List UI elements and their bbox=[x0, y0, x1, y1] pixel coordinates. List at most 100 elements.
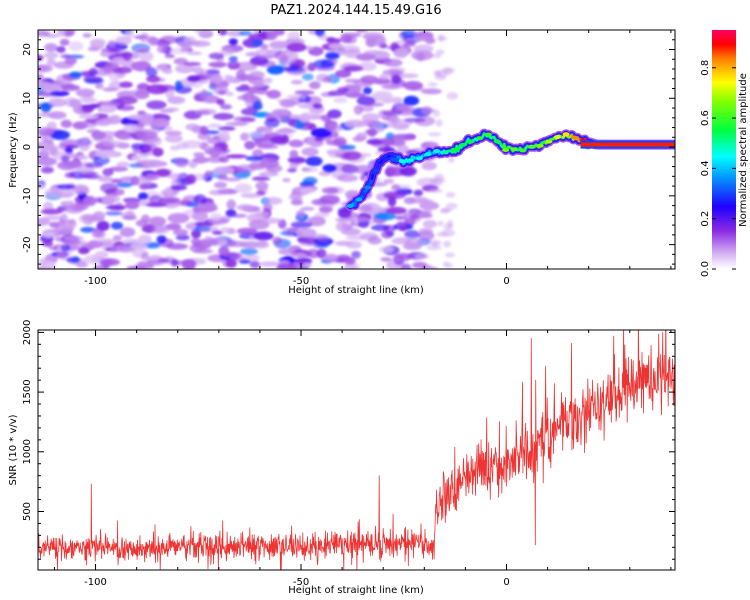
noise-blob bbox=[98, 258, 121, 266]
noise-blob bbox=[99, 50, 114, 58]
noise-blob bbox=[181, 140, 203, 149]
y-tick-label: -20 bbox=[22, 236, 33, 252]
noise-blob bbox=[245, 155, 264, 162]
noise-blob bbox=[314, 30, 325, 37]
noise-blob bbox=[43, 52, 59, 59]
noise-blob bbox=[295, 228, 317, 238]
noise-blob bbox=[62, 239, 81, 245]
noise-blob bbox=[86, 129, 100, 134]
noise-blob bbox=[344, 48, 361, 59]
noise-blob bbox=[288, 157, 306, 164]
noise-blob bbox=[68, 41, 84, 52]
noise-blob bbox=[403, 81, 424, 91]
spectrogram-y-label: Frequency (Hz) bbox=[8, 112, 19, 188]
noise-blob bbox=[167, 96, 186, 105]
noise-blob bbox=[197, 132, 211, 141]
noise-blob bbox=[66, 256, 81, 263]
noise-blob bbox=[186, 51, 202, 56]
noise-blob bbox=[300, 206, 315, 211]
noise-blob bbox=[291, 252, 307, 259]
noise-blob bbox=[148, 216, 167, 227]
noise-blob bbox=[210, 212, 222, 222]
noise-blob bbox=[174, 64, 195, 74]
noise-blob bbox=[95, 149, 116, 158]
signal-trace-peak bbox=[554, 135, 561, 139]
noise-blob bbox=[213, 112, 234, 121]
noise-blob bbox=[403, 42, 416, 47]
noise-blob bbox=[156, 44, 167, 54]
noise-blob bbox=[96, 220, 110, 232]
noise-blob bbox=[279, 99, 296, 108]
noise-blob bbox=[435, 119, 443, 127]
signal-trace-peak bbox=[381, 156, 389, 161]
noise-blob bbox=[198, 78, 209, 84]
noise-blob bbox=[69, 98, 82, 108]
noise-blob bbox=[305, 156, 323, 167]
x-tick-label: -50 bbox=[293, 577, 309, 588]
noise-blob bbox=[76, 261, 88, 268]
noise-blob bbox=[413, 198, 434, 203]
noise-blob bbox=[123, 123, 139, 133]
noise-blob bbox=[189, 40, 211, 47]
noise-blob bbox=[316, 248, 327, 259]
noise-blob bbox=[50, 130, 70, 140]
noise-blob bbox=[378, 74, 390, 81]
noise-blob bbox=[64, 204, 84, 214]
noise-blob bbox=[56, 252, 68, 259]
noise-blob bbox=[139, 51, 154, 62]
noise-blob bbox=[88, 67, 98, 76]
noise-blob bbox=[146, 84, 169, 95]
noise-blob bbox=[186, 75, 201, 83]
noise-blob bbox=[399, 73, 419, 79]
noise-blob bbox=[192, 211, 209, 222]
signal-trace-peak bbox=[536, 143, 544, 148]
noise-blob bbox=[418, 227, 433, 235]
noise-blob bbox=[410, 214, 420, 220]
noise-blob bbox=[307, 123, 317, 131]
noise-blob bbox=[431, 53, 442, 59]
noise-blob bbox=[445, 192, 456, 198]
noise-blob bbox=[425, 37, 436, 45]
noise-blob bbox=[312, 47, 321, 57]
y-tick-label: -10 bbox=[22, 188, 33, 204]
noise-blob bbox=[49, 90, 70, 97]
noise-blob bbox=[249, 260, 261, 269]
noise-blob bbox=[344, 119, 366, 128]
noise-blob bbox=[108, 204, 127, 211]
noise-blob bbox=[345, 241, 362, 249]
noise-blob bbox=[239, 116, 256, 123]
noise-blob bbox=[444, 252, 456, 258]
snr-panel: -100 -50 0 500 1000 1500 2000 Height of strai… bbox=[8, 320, 676, 596]
noise-blob bbox=[59, 38, 70, 46]
noise-blob bbox=[38, 127, 54, 137]
spectrogram-frame bbox=[37, 29, 676, 270]
noise-blob bbox=[263, 197, 283, 205]
spectrogram-x-label: Height of straight line (km) bbox=[288, 285, 424, 296]
noise-blob bbox=[147, 36, 157, 43]
noise-blob bbox=[290, 221, 313, 229]
noise-blob bbox=[140, 252, 149, 261]
noise-blob bbox=[239, 241, 249, 248]
y-tick-label: 2000 bbox=[22, 320, 33, 345]
noise-blob bbox=[255, 181, 269, 191]
noise-blob bbox=[413, 44, 434, 54]
noise-blob bbox=[314, 212, 330, 218]
noise-blob bbox=[78, 96, 98, 104]
noise-blob bbox=[97, 238, 117, 243]
noise-blob bbox=[38, 64, 53, 73]
noise-blob bbox=[183, 194, 197, 202]
noise-blob bbox=[40, 102, 52, 113]
noise-blob bbox=[426, 244, 442, 251]
noise-blob bbox=[196, 203, 218, 213]
noise-blob bbox=[63, 235, 84, 241]
noise-blob bbox=[146, 159, 164, 168]
noise-blob bbox=[139, 113, 155, 123]
noise-blob bbox=[115, 245, 134, 253]
noise-blob bbox=[383, 192, 406, 200]
noise-blob bbox=[421, 161, 437, 171]
noise-blob bbox=[344, 35, 357, 44]
signal-trace-peak bbox=[467, 139, 475, 144]
noise-blob bbox=[412, 261, 428, 269]
noise-blob bbox=[115, 36, 132, 46]
noise-blob bbox=[194, 30, 212, 35]
